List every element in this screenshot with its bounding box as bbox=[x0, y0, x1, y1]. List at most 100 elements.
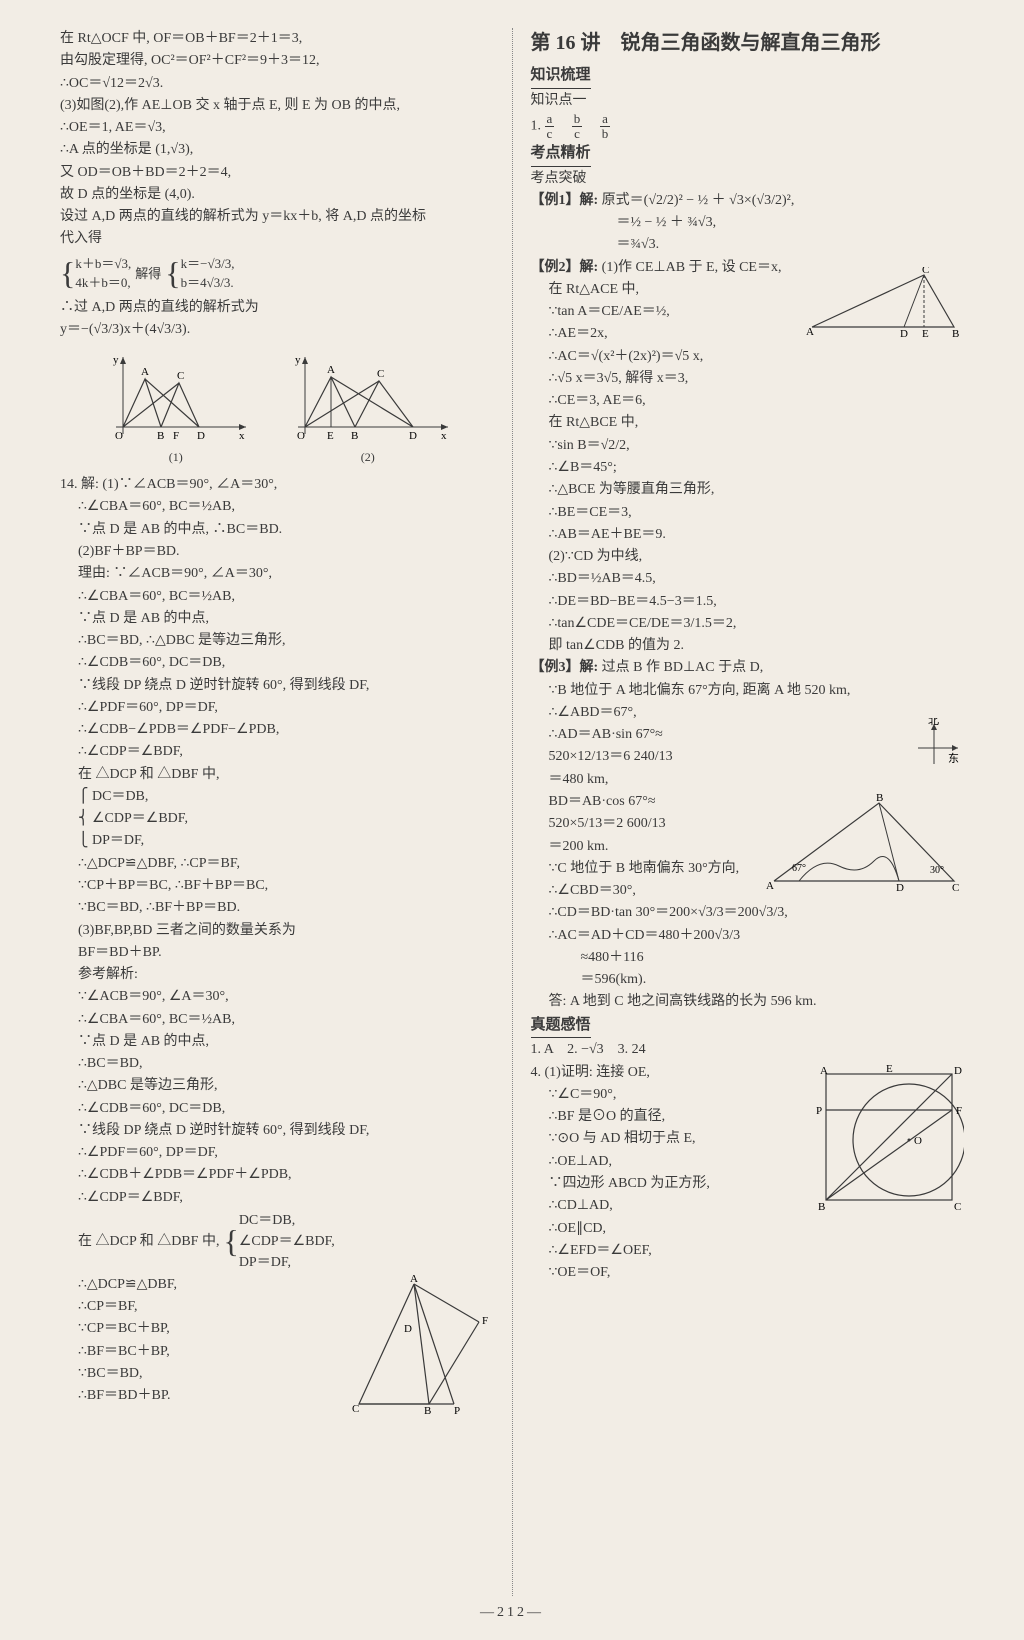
svg-text:C: C bbox=[352, 1403, 359, 1414]
text-line: ∴AC＝√(x²＋(2x)²)＝√5 x, bbox=[531, 346, 965, 367]
text-line: 代入得 bbox=[60, 228, 494, 249]
text-line: (3)如图(2),作 AE⊥OB 交 x 轴于点 E, 则 E 为 OB 的中点… bbox=[60, 95, 494, 116]
diagram-1: O B F D x A C y (1) bbox=[101, 349, 251, 467]
text-line: ⎨ ∠CDP＝∠BDF, bbox=[60, 808, 494, 829]
fig-caption: (2) bbox=[283, 448, 453, 466]
text-line: ∵CP＋BP＝BC, ∴BF＋BP＝BC, bbox=[60, 875, 494, 896]
text-line: ⎩ DP＝DF, bbox=[60, 830, 494, 851]
text-line: ∵sin B＝√2/2, bbox=[531, 435, 965, 456]
text-line: ∴∠CBA＝60°, BC＝½AB, bbox=[60, 586, 494, 607]
text-line: ∵点 D 是 AB 的中点, bbox=[60, 1031, 494, 1052]
text-line: ∵BC＝BD, ∴BF＋BP＝BD. bbox=[60, 897, 494, 918]
text-line: ∴AC＝AD＋CD＝480＋200√3/3 bbox=[531, 925, 965, 946]
text-line: 在 △DCP 和 △DBF 中, bbox=[60, 1231, 219, 1252]
text-line: 故 D 点的坐标是 (4,0). bbox=[60, 184, 494, 205]
svg-text:B: B bbox=[157, 430, 164, 441]
text-line: ＝480 km, bbox=[531, 769, 965, 790]
chapter-title: 第 16 讲 锐角三角函数与解直角三角形 bbox=[531, 28, 965, 58]
text-line: 理由: ∵∠ACB＝90°, ∠A＝30°, bbox=[60, 563, 494, 584]
example-label: 【例3】解: bbox=[531, 660, 599, 675]
svg-text:D: D bbox=[197, 430, 205, 441]
text-line: 原式＝(√2/2)² − ½ ＋ √3×(√3/2)², bbox=[602, 193, 795, 208]
text-line: 在 Rt△OCF 中, OF＝OB＋BF＝2＋1＝3, bbox=[60, 28, 494, 49]
eq-line: DP＝DF, bbox=[239, 1252, 335, 1273]
text-line: 在 △DCP 和 △DBF 中, bbox=[60, 764, 494, 785]
svg-text:B: B bbox=[351, 430, 358, 441]
text-line: ∵OE＝OF, bbox=[531, 1262, 965, 1283]
svg-text:D: D bbox=[896, 882, 904, 891]
text-line: 过点 B 作 BD⊥AC 于点 D, bbox=[602, 660, 764, 675]
svg-text:D: D bbox=[954, 1065, 962, 1077]
svg-text:O: O bbox=[115, 430, 123, 441]
svg-text:F: F bbox=[173, 430, 179, 441]
text-line: ＝½ − ½ ＋ ¾√3, bbox=[531, 212, 965, 233]
text-line: y＝−(√3/3)x＋(4√3/3). bbox=[60, 319, 494, 340]
text-line: ∴∠CDB＝60°, DC＝DB, bbox=[60, 652, 494, 673]
svg-text:北: 北 bbox=[928, 718, 939, 727]
svg-text:东: 东 bbox=[948, 752, 959, 765]
svg-text:D: D bbox=[404, 1323, 412, 1335]
text-line: ∴∠CBA＝60°, BC＝½AB, bbox=[60, 496, 494, 517]
text-line: (2)BF＋BP＝BD. bbox=[60, 541, 494, 562]
text-line: ＝596(km). bbox=[531, 969, 965, 990]
text-line: 由勾股定理得, OC²＝OF²＋CF²＝9＋3＝12, bbox=[60, 50, 494, 71]
subheading: 知识点一 bbox=[531, 90, 965, 111]
circle-diagram: A E D P F O B C bbox=[814, 1062, 964, 1219]
text-line: ∴tan∠CDE＝CE/DE＝3/1.5＝2, bbox=[531, 613, 965, 634]
svg-text:67°: 67° bbox=[792, 863, 806, 874]
eq-line: ∠CDP＝∠BDF, bbox=[239, 1231, 335, 1252]
text-line: 参考解析: bbox=[60, 964, 494, 985]
svg-text:A: A bbox=[766, 880, 774, 891]
text-line: 又 OD＝OB＋BD＝2＋2＝4, bbox=[60, 162, 494, 183]
text-line: ∴∠CDP＝∠BDF, bbox=[60, 741, 494, 762]
text-line: ∴∠CDB＋∠PDB＝∠PDF＋∠PDB, bbox=[60, 1164, 494, 1185]
text-line: (2)∵CD 为中线, bbox=[531, 546, 965, 567]
eq-line: DC＝DB, bbox=[239, 1210, 335, 1231]
text-line: 设过 A,D 两点的直线的解析式为 y＝kx＋b, 将 A,D 点的坐标 bbox=[60, 206, 494, 227]
text-line: ∴△DCP≌△DBF, ∴CP＝BF, bbox=[60, 853, 494, 874]
svg-text:x: x bbox=[239, 430, 245, 441]
svg-text:C: C bbox=[922, 267, 929, 276]
fig-caption: (1) bbox=[101, 448, 251, 466]
text-line: ∴AD＝AB·sin 67°≈ bbox=[531, 724, 965, 745]
text-line: ∵点 D 是 AB 的中点, bbox=[60, 608, 494, 629]
text-line: ∴过 A,D 两点的直线的解析式为 bbox=[60, 297, 494, 318]
svg-text:F: F bbox=[956, 1105, 962, 1117]
svg-text:30°: 30° bbox=[930, 865, 944, 876]
text-line: 即 tan∠CDB 的值为 2. bbox=[531, 635, 965, 656]
svg-text:E: E bbox=[327, 430, 334, 441]
text-line: ∴A 点的坐标是 (1,√3), bbox=[60, 139, 494, 160]
text-line: ∴DE＝BD−BE＝4.5−3＝1.5, bbox=[531, 591, 965, 612]
text-line: ∴△BCE 为等腰直角三角形, bbox=[531, 479, 965, 500]
text-line: ∵点 D 是 AB 的中点, ∴BC＝BD. bbox=[60, 519, 494, 540]
text-line: ≈480＋116 bbox=[531, 947, 965, 968]
svg-text:y: y bbox=[295, 354, 301, 366]
text-line: ∴OE＝1, AE＝√3, bbox=[60, 117, 494, 138]
eq-line: 4k＋b＝0, bbox=[75, 273, 131, 293]
svg-text:E: E bbox=[922, 328, 929, 337]
text-line: ∴∠CBA＝60°, BC＝½AB, bbox=[60, 1009, 494, 1030]
text-line: ∴∠EFD＝∠OEF, bbox=[531, 1240, 965, 1261]
text-line: 1. ac bc ab bbox=[531, 112, 965, 140]
text-line: 答: A 地到 C 地之间高铁线路的长为 596 km. bbox=[531, 991, 965, 1012]
text-line: ∴∠PDF＝60°, DP＝DF, bbox=[60, 697, 494, 718]
svg-text:B: B bbox=[952, 328, 959, 337]
text-line: ∴BC＝BD, bbox=[60, 1053, 494, 1074]
equation-system: { k＋b＝√3, 4k＋b＝0, 解得 { k＝−√3/3, b＝4√3/3. bbox=[60, 254, 494, 294]
text-line: ∴∠CDB−∠PDB＝∠PDF−∠PDB, bbox=[60, 719, 494, 740]
diagram-2: O E B D x A C y (2) bbox=[283, 349, 453, 467]
text-line: 14. 解: (1)∵∠ACB＝90°, ∠A＝30°, bbox=[60, 474, 494, 495]
heading: 考点精析 bbox=[531, 142, 591, 167]
diagram-3: A D F C B P bbox=[344, 1274, 494, 1421]
text-line: ∵线段 DP 绕点 D 逆时针旋转 60°, 得到线段 DF, bbox=[60, 675, 494, 696]
svg-text:A: A bbox=[141, 366, 149, 378]
svg-text:A: A bbox=[806, 326, 814, 337]
svg-text:C: C bbox=[377, 368, 384, 380]
text-line: 520×12/13＝6 240/13 bbox=[531, 746, 965, 767]
text-line: ∵线段 DP 绕点 D 逆时针旋转 60°, 得到线段 DF, bbox=[60, 1120, 494, 1141]
text-line: ∴√5 x＝3√5, 解得 x＝3, bbox=[531, 368, 965, 389]
text-line: BF＝BD＋BP. bbox=[60, 942, 494, 963]
svg-text:D: D bbox=[409, 430, 417, 441]
svg-text:B: B bbox=[818, 1201, 825, 1212]
text-line: ∴BD＝½AB＝4.5, bbox=[531, 568, 965, 589]
